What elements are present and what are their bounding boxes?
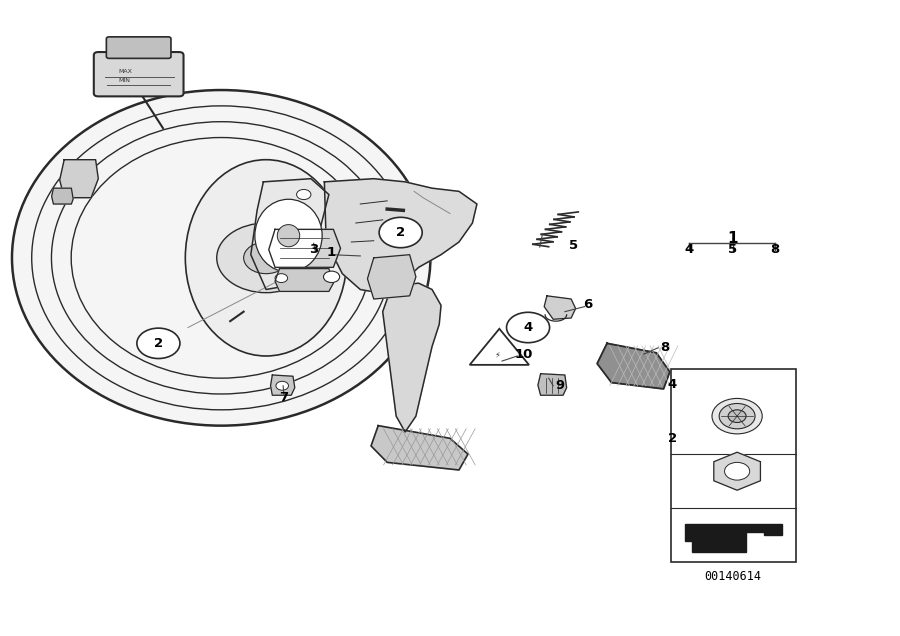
Ellipse shape bbox=[185, 160, 346, 356]
Polygon shape bbox=[714, 452, 760, 490]
Text: 1: 1 bbox=[327, 246, 336, 259]
Polygon shape bbox=[382, 283, 441, 432]
Circle shape bbox=[323, 271, 339, 282]
Text: 2: 2 bbox=[668, 432, 677, 445]
Circle shape bbox=[724, 462, 750, 480]
Text: 3: 3 bbox=[309, 243, 319, 256]
Ellipse shape bbox=[255, 199, 322, 272]
Polygon shape bbox=[51, 188, 73, 204]
Text: 5: 5 bbox=[728, 243, 737, 256]
Circle shape bbox=[276, 382, 289, 391]
Polygon shape bbox=[367, 254, 416, 299]
Polygon shape bbox=[538, 374, 567, 395]
Circle shape bbox=[728, 410, 746, 422]
Polygon shape bbox=[371, 425, 468, 470]
Polygon shape bbox=[251, 179, 328, 289]
Text: 10: 10 bbox=[515, 348, 533, 361]
Text: MAX: MAX bbox=[118, 69, 132, 74]
Circle shape bbox=[244, 242, 289, 273]
Ellipse shape bbox=[277, 225, 300, 247]
Text: 6: 6 bbox=[583, 298, 593, 310]
Polygon shape bbox=[685, 524, 782, 552]
Circle shape bbox=[275, 273, 288, 282]
FancyBboxPatch shape bbox=[670, 369, 796, 562]
Polygon shape bbox=[269, 230, 340, 267]
Circle shape bbox=[379, 218, 422, 247]
Polygon shape bbox=[470, 329, 529, 365]
FancyBboxPatch shape bbox=[106, 37, 171, 59]
Circle shape bbox=[297, 190, 310, 200]
Text: MIN: MIN bbox=[118, 78, 130, 83]
Polygon shape bbox=[275, 268, 333, 291]
Text: 2: 2 bbox=[154, 337, 163, 350]
Text: 8: 8 bbox=[661, 342, 670, 354]
Text: 7: 7 bbox=[280, 391, 289, 404]
Text: 5: 5 bbox=[570, 239, 579, 252]
Polygon shape bbox=[271, 375, 295, 395]
Text: 1: 1 bbox=[727, 231, 738, 245]
Text: 4: 4 bbox=[684, 243, 693, 256]
Ellipse shape bbox=[12, 90, 430, 425]
Polygon shape bbox=[59, 160, 98, 198]
Text: 9: 9 bbox=[555, 379, 564, 392]
Polygon shape bbox=[324, 179, 477, 293]
Text: 4: 4 bbox=[668, 378, 677, 391]
FancyBboxPatch shape bbox=[94, 52, 184, 97]
Circle shape bbox=[719, 403, 755, 429]
Text: 8: 8 bbox=[770, 243, 779, 256]
Circle shape bbox=[217, 223, 315, 293]
Polygon shape bbox=[597, 343, 670, 389]
Polygon shape bbox=[544, 296, 576, 319]
Text: 4: 4 bbox=[524, 321, 533, 334]
Circle shape bbox=[712, 398, 762, 434]
Text: 00140614: 00140614 bbox=[704, 570, 761, 583]
Text: 2: 2 bbox=[396, 226, 405, 239]
Text: ⚡: ⚡ bbox=[495, 350, 500, 359]
Circle shape bbox=[137, 328, 180, 359]
Circle shape bbox=[507, 312, 550, 343]
